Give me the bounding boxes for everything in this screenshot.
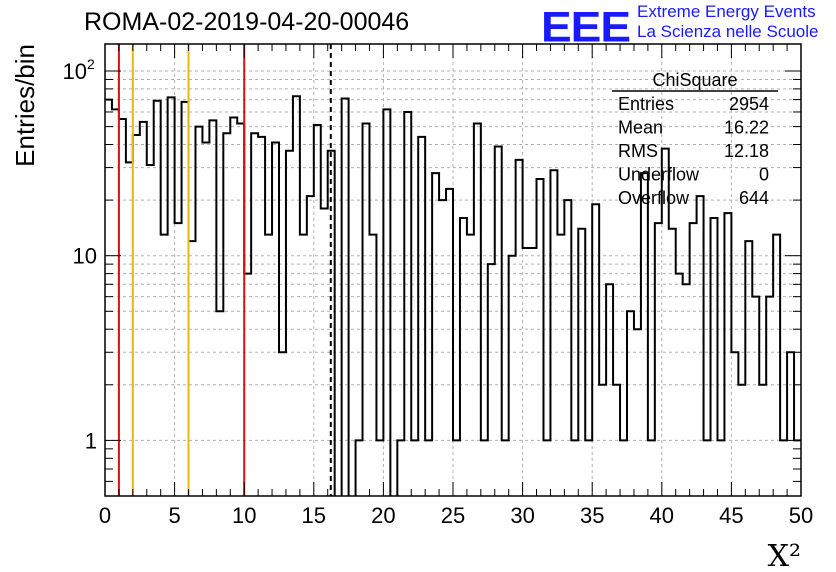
x-tick-label: 15	[302, 503, 326, 528]
run-title: ROMA-02-2019-04-20-00046	[84, 8, 410, 36]
x-axis-label: X²	[768, 539, 801, 572]
logo-line-1: Extreme Energy Events	[637, 2, 816, 21]
y-tick-exponent: 2	[87, 56, 95, 72]
x-tick-label: 20	[371, 503, 395, 528]
x-tick-label: 35	[580, 503, 604, 528]
stats-title: ChiSquare	[652, 70, 737, 90]
stats-row-value: 16.22	[724, 118, 769, 138]
eee-logo-caption: Extreme Energy Events La Scienza nelle S…	[637, 2, 818, 42]
eee-logo: EEE	[541, 2, 631, 51]
histogram-outline	[105, 95, 801, 496]
stats-row-label: Entries	[618, 94, 674, 114]
y-tick-label: 10	[73, 244, 97, 269]
x-tick-label: 45	[719, 503, 743, 528]
stats-row-label: Underflow	[618, 165, 700, 185]
stats-row-label: RMS	[618, 141, 658, 161]
x-tick-label: 25	[441, 503, 465, 528]
stats-row-value: 0	[759, 165, 769, 185]
x-tick-label: 50	[789, 503, 813, 528]
x-tick-label: 5	[168, 503, 180, 528]
y-tick-label: 10	[63, 59, 87, 84]
x-tick-label: 40	[650, 503, 674, 528]
x-tick-label: 0	[99, 503, 111, 528]
stats-row-value: 644	[739, 188, 769, 208]
stats-row-label: Mean	[618, 118, 663, 138]
stats-row-value: 2954	[729, 94, 769, 114]
y-tick-label: 1	[85, 428, 97, 453]
x-tick-label: 10	[232, 503, 256, 528]
x-tick-label: 30	[510, 503, 534, 528]
stats-row-value: 12.18	[724, 141, 769, 161]
logo-line-2: La Scienza nelle Scuole	[637, 22, 819, 41]
stats-row-label: Overflow	[618, 188, 690, 208]
y-axis-label: Entries/bin	[10, 44, 40, 167]
